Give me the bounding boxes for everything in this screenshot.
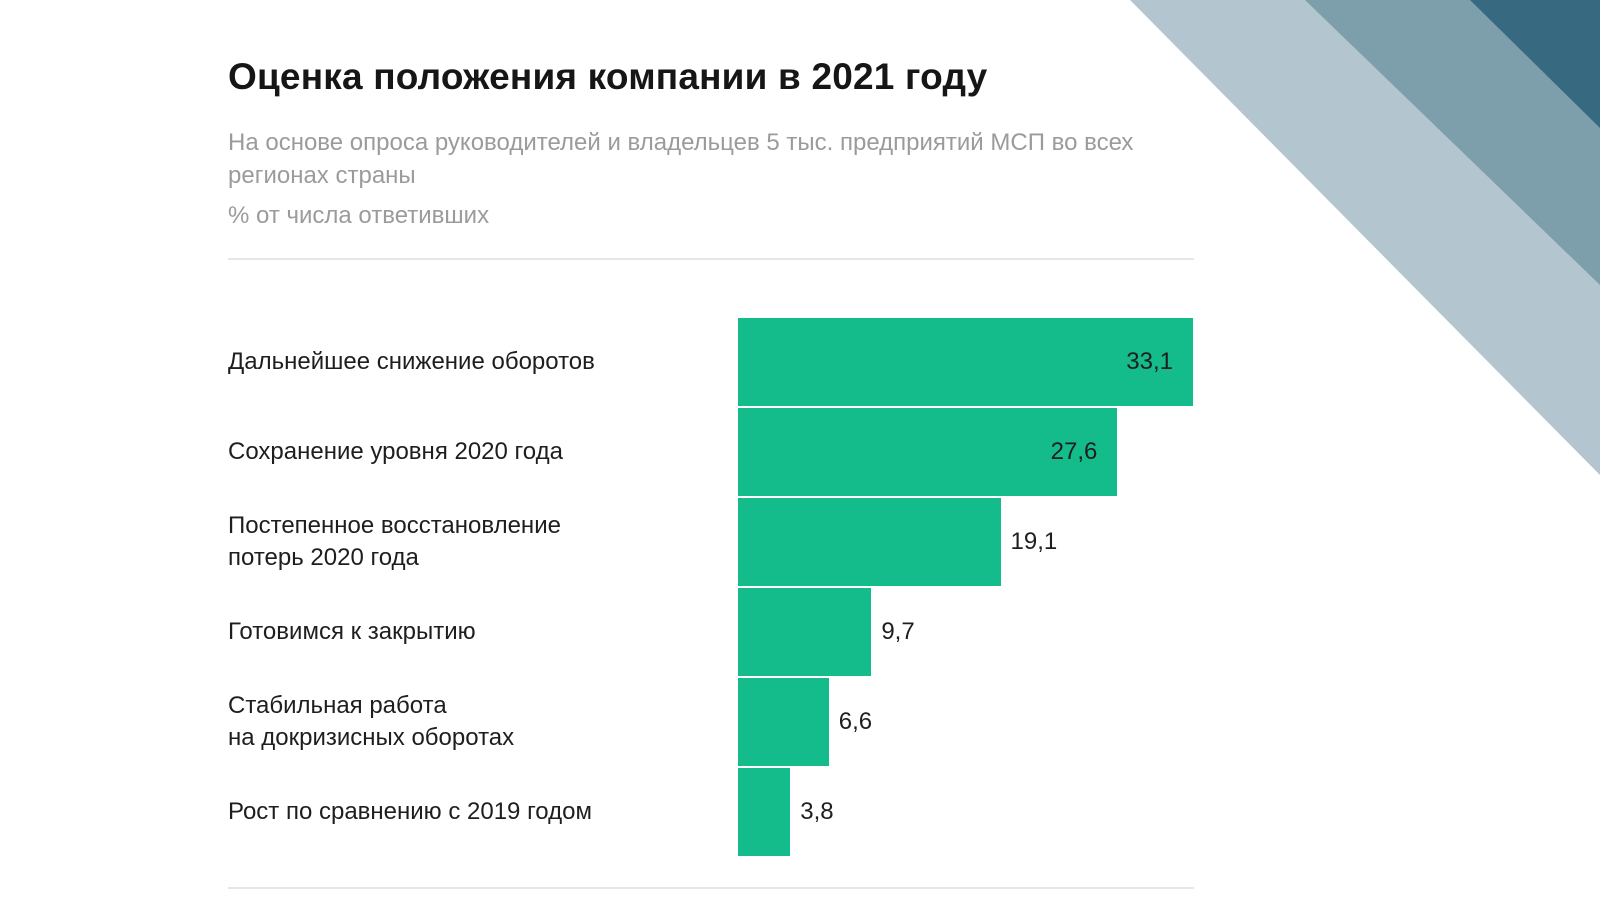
value-label: 3,8 [800,798,834,825]
chart-subtitle: На основе опроса руководителей и владель… [228,129,1134,189]
bar [738,318,1193,406]
top-divider [228,258,1194,260]
category-label: Готовимся к закрытию [228,618,476,645]
chart-title: Оценка положения компании в 2021 году [228,56,988,97]
decor-stripe-dark [1470,0,1600,128]
category-label: Сохранение уровня 2020 года [228,438,563,465]
bar-chart: Дальнейшее снижение оборотов 33,1 Сохранен… [228,318,1198,858]
category-label: Стабильная работа на докризисных оборота… [228,692,515,751]
value-label: 6,6 [838,708,873,735]
category-label: Рост по сравнению с 2019 годом [228,798,592,825]
value-label: 33,1 [1126,348,1173,375]
value-label: 9,7 [881,618,915,645]
unit-note: % от числа ответивших [228,202,490,229]
bar [738,768,791,856]
category-label: Дальнейшее снижение оборотов [228,348,595,375]
value-label: 27,6 [1050,438,1098,465]
bar [738,678,829,766]
category-label: Постепенное восстановление потерь 2020 г… [228,512,561,571]
decor-stripe-mid [1305,0,1600,285]
bar [738,498,1001,586]
bar [738,588,872,676]
bar [738,408,1118,496]
value-label: 19,1 [1010,528,1058,555]
bottom-divider [228,887,1194,889]
